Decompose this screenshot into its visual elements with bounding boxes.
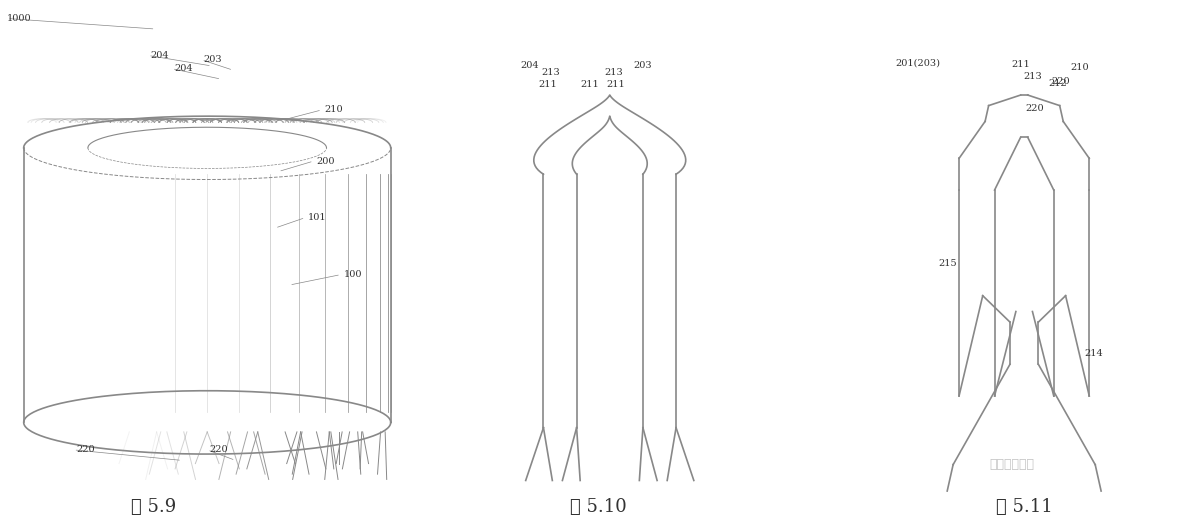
Text: 101: 101: [308, 213, 327, 222]
Text: 214: 214: [1085, 349, 1103, 359]
Text: 213: 213: [541, 68, 560, 78]
Text: 210: 210: [324, 105, 343, 115]
Text: 220: 220: [76, 445, 95, 455]
Text: 212: 212: [1048, 79, 1067, 88]
Text: 211: 211: [580, 80, 599, 89]
Text: 213: 213: [1023, 72, 1042, 81]
Text: 220: 220: [1051, 77, 1070, 87]
Text: 200: 200: [316, 156, 335, 166]
Text: 203: 203: [633, 61, 652, 71]
Text: 204: 204: [520, 61, 539, 71]
Text: 图 5.10: 图 5.10: [570, 498, 626, 516]
Text: 204: 204: [174, 64, 193, 73]
Text: 203: 203: [204, 55, 223, 64]
Text: 220: 220: [1025, 103, 1044, 113]
Text: 211: 211: [539, 80, 558, 89]
Text: 图 5.11: 图 5.11: [996, 498, 1053, 516]
Text: 图 5.9: 图 5.9: [131, 498, 176, 516]
Text: 211: 211: [1011, 60, 1030, 69]
Text: 220: 220: [210, 445, 229, 455]
Text: 211: 211: [606, 80, 625, 89]
Text: 100: 100: [343, 270, 362, 279]
Text: 210: 210: [1070, 63, 1089, 72]
Text: 215: 215: [938, 259, 957, 269]
Text: 1000: 1000: [7, 14, 31, 23]
Text: 201(203): 201(203): [895, 59, 940, 68]
Text: 213: 213: [604, 68, 623, 78]
Text: 204: 204: [150, 51, 169, 60]
Text: 西莫电机论坛: 西莫电机论坛: [990, 458, 1035, 471]
